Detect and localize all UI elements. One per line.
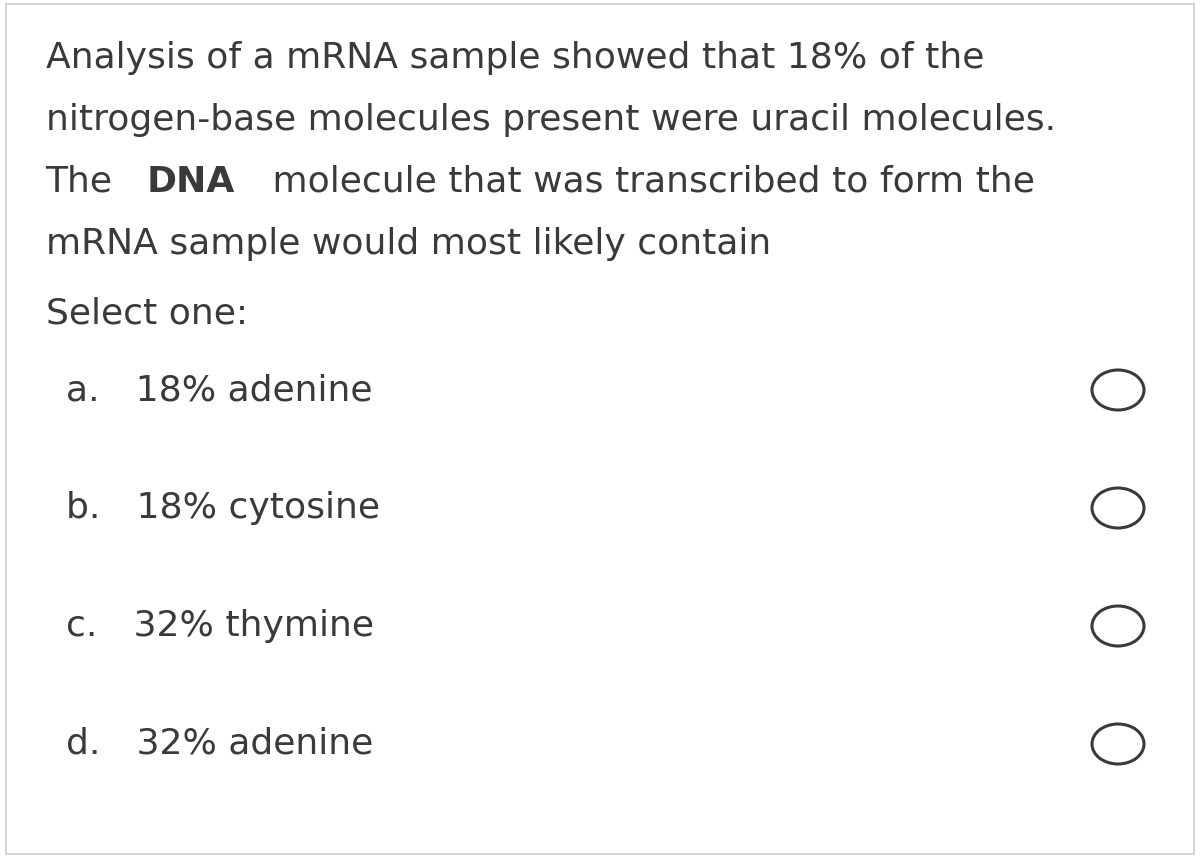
Text: a. 18% adenine: a. 18% adenine bbox=[66, 373, 372, 407]
Text: mRNA sample would most likely contain: mRNA sample would most likely contain bbox=[46, 227, 770, 261]
Text: nitrogen-base molecules present were uracil molecules.: nitrogen-base molecules present were ura… bbox=[46, 103, 1056, 137]
FancyBboxPatch shape bbox=[6, 4, 1194, 854]
Text: DNA: DNA bbox=[146, 165, 235, 199]
Text: Analysis of a mRNA sample showed that 18% of the: Analysis of a mRNA sample showed that 18… bbox=[46, 41, 984, 75]
Text: molecule that was transcribed to form the: molecule that was transcribed to form th… bbox=[260, 165, 1034, 199]
Text: The: The bbox=[46, 165, 124, 199]
Text: b. 18% cytosine: b. 18% cytosine bbox=[66, 491, 380, 525]
Text: d. 32% adenine: d. 32% adenine bbox=[66, 727, 373, 761]
Text: Select one:: Select one: bbox=[46, 297, 247, 331]
Text: c. 32% thymine: c. 32% thymine bbox=[66, 609, 374, 643]
